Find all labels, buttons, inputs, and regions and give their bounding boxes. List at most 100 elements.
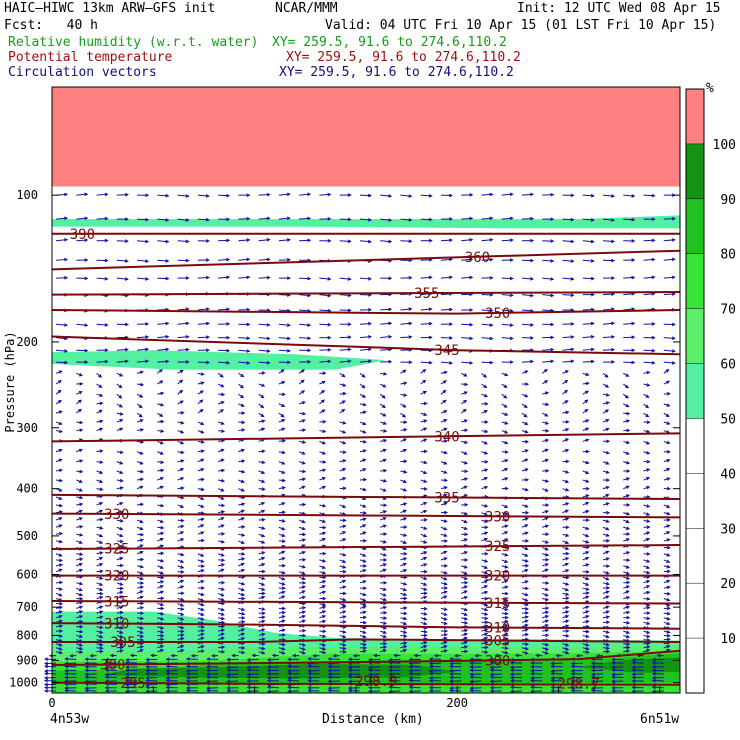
wind-vector	[238, 488, 246, 492]
wind-vector	[177, 629, 185, 634]
wind-vector	[197, 399, 204, 405]
wind-vector	[55, 478, 64, 483]
wind-vector	[136, 403, 143, 409]
wind-vector	[197, 524, 205, 528]
wind-vector	[43, 678, 57, 683]
wind-vector-head	[327, 335, 332, 340]
wind-vector	[197, 645, 205, 649]
wind-vector	[218, 429, 226, 433]
wind-vector-head	[84, 688, 89, 693]
wind-vector	[339, 372, 346, 378]
wind-vector-head	[58, 568, 63, 573]
wind-vector-head	[139, 576, 144, 581]
wind-vector-head	[281, 615, 286, 619]
wind-vector-shaft	[278, 309, 290, 312]
wind-vector	[278, 502, 286, 506]
wind-vector	[258, 371, 266, 375]
wind-vector	[319, 537, 326, 542]
wind-vector-head	[99, 419, 104, 424]
wind-vector-head	[261, 582, 266, 586]
wind-vector	[76, 552, 84, 556]
wind-vector-head	[99, 630, 104, 634]
wind-vector-head	[342, 391, 347, 396]
wind-vector	[278, 439, 286, 443]
wind-vector	[76, 399, 83, 405]
wind-vector	[299, 401, 306, 405]
wind-vector-head	[241, 632, 246, 637]
wind-vector-head	[286, 276, 291, 280]
wind-vector	[238, 540, 245, 544]
wind-vector	[299, 538, 307, 542]
wind-vector-head	[266, 685, 271, 690]
wind-vector-head	[180, 629, 185, 634]
wind-vector-head	[145, 193, 150, 198]
wind-vector	[190, 653, 198, 658]
wind-vector-head	[79, 557, 84, 561]
wind-vector-head	[341, 373, 346, 378]
wind-vector	[157, 602, 165, 607]
wind-vector-shaft	[137, 277, 149, 280]
wind-vector	[278, 470, 286, 474]
wind-vector-head	[58, 610, 63, 614]
wind-vector	[319, 525, 327, 530]
wind-vector	[157, 218, 170, 222]
wind-vector-head	[180, 518, 185, 523]
wind-vector-head	[180, 607, 185, 611]
wind-vector	[258, 192, 271, 197]
wind-vector	[319, 440, 327, 445]
wind-vector	[116, 557, 124, 561]
wind-vector	[124, 679, 138, 683]
wind-vector-head	[322, 629, 327, 634]
wind-vector-head	[266, 665, 271, 669]
wind-vector	[197, 636, 205, 641]
wind-vector-head	[180, 579, 185, 584]
wind-vector	[157, 580, 165, 584]
wind-vector-shaft	[207, 689, 219, 692]
wind-vector	[56, 238, 69, 242]
wind-vector	[238, 216, 251, 221]
wind-vector	[136, 419, 144, 423]
wind-vector-head	[241, 612, 246, 616]
wind-vector-head	[220, 448, 225, 453]
wind-vector-shaft	[45, 665, 57, 668]
wind-vector	[258, 582, 266, 586]
wind-vector-head	[139, 626, 144, 630]
wind-vector-head	[226, 193, 231, 198]
wind-vector	[96, 625, 104, 630]
wind-vector	[278, 647, 286, 651]
wind-vector	[96, 649, 104, 654]
wind-vector	[76, 557, 84, 561]
wind-vector	[116, 427, 124, 432]
wind-vector	[319, 629, 327, 634]
wind-vector-head	[307, 348, 312, 353]
wind-vector	[177, 335, 190, 339]
wind-vector-shaft	[288, 673, 300, 675]
wind-vector	[96, 540, 104, 544]
wind-vector-head	[180, 633, 185, 637]
wind-vector-head	[281, 502, 286, 506]
wind-vector-shaft	[177, 349, 189, 351]
wind-vector-shaft	[56, 323, 68, 326]
wind-vector	[339, 459, 347, 463]
wind-vector-head	[300, 379, 305, 384]
wind-vector	[218, 217, 231, 222]
wind-vector	[258, 650, 266, 655]
wind-vector-head	[78, 391, 83, 395]
wind-vector	[76, 448, 83, 453]
wind-vector	[298, 419, 306, 423]
wind-vector	[145, 676, 158, 680]
wind-vector	[116, 486, 124, 490]
wind-vector-head	[281, 628, 286, 633]
wind-vector	[96, 258, 109, 263]
wind-vector-head	[241, 428, 246, 432]
wind-vector-head	[342, 459, 347, 463]
wind-vector-head	[77, 408, 82, 413]
wind-vector	[238, 628, 246, 632]
wind-vector-shaft	[319, 277, 331, 280]
wind-vector	[339, 518, 347, 523]
wind-vector-head	[241, 592, 246, 597]
wind-vector	[339, 477, 347, 481]
wind-vector	[76, 650, 84, 654]
wind-vector	[76, 646, 84, 651]
wind-vector-head	[43, 676, 48, 680]
